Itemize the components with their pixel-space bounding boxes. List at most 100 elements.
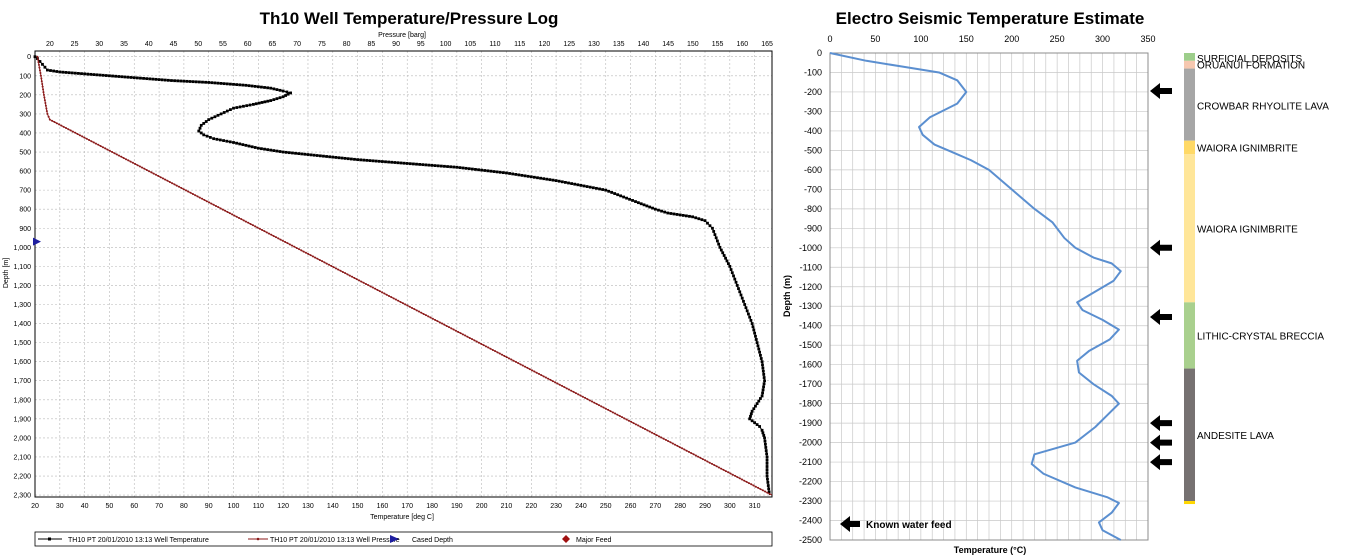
seismic-temperature-tick: 50: [870, 34, 880, 44]
temperature-point: [551, 178, 555, 182]
temperature-point: [166, 78, 170, 82]
well-log-title: Th10 Well Temperature/Pressure Log: [260, 9, 559, 28]
pressure-point: [644, 428, 647, 431]
temperature-tick-label: 220: [525, 503, 537, 510]
temperature-point: [536, 176, 539, 180]
pressure-point: [591, 400, 594, 403]
temperature-tick-label: 140: [327, 503, 339, 510]
pressure-point: [353, 276, 356, 279]
pressure-point: [706, 460, 709, 463]
pressure-point: [584, 396, 587, 399]
temperature-point: [254, 102, 258, 106]
pressure-point: [664, 438, 667, 441]
pressure-point: [38, 66, 41, 69]
electro-seismic-chart: Electro Seismic Temperature Estimate 0 50…: [782, 9, 1329, 555]
pressure-point: [39, 74, 42, 77]
pressure-point: [277, 237, 280, 240]
temperature-point: [765, 461, 769, 465]
temperature-point: [585, 185, 589, 188]
pressure-point: [491, 348, 494, 351]
pressure-point: [454, 329, 457, 332]
temperature-point: [523, 174, 527, 178]
seismic-depth-tick: -1800: [799, 399, 822, 409]
pressure-point: [697, 455, 700, 458]
pressure-point: [480, 342, 483, 345]
pressure-point: [577, 393, 580, 396]
depth-axis-label-right: Depth (m): [782, 275, 792, 317]
pressure-point: [364, 282, 367, 285]
pressure-point: [441, 322, 444, 325]
pressure-point: [214, 204, 217, 207]
temperature-point: [123, 75, 127, 79]
temperature-point: [765, 455, 769, 459]
pressure-point: [450, 327, 453, 330]
temperature-point: [284, 150, 288, 154]
pressure-tick-label: 165: [761, 41, 773, 48]
pressure-point: [152, 172, 155, 175]
temperature-tick-label: 110: [253, 503, 264, 510]
temperature-point: [452, 165, 456, 169]
pressure-point: [722, 468, 725, 471]
pressure-point: [351, 275, 354, 278]
temperature-point: [446, 165, 449, 168]
temperature-point: [760, 428, 764, 432]
temperature-tick-label: 120: [277, 503, 289, 510]
temperature-point: [719, 248, 723, 252]
pressure-point: [316, 257, 319, 260]
pressure-tick-label: 90: [392, 41, 400, 48]
pressure-point: [768, 492, 771, 495]
pressure-point: [298, 248, 301, 251]
depth-tick-label: 1,600: [13, 359, 31, 366]
pressure-point: [300, 249, 303, 252]
temperature-point: [675, 213, 679, 216]
temperature-point: [616, 193, 620, 197]
pressure-point: [58, 123, 61, 126]
temperature-point: [222, 82, 226, 86]
pressure-point: [404, 303, 407, 306]
temperature-point: [222, 111, 226, 114]
pressure-point: [242, 219, 245, 222]
pressure-point: [339, 269, 342, 272]
pressure-point: [309, 254, 312, 257]
pressure-point: [45, 107, 48, 110]
pressure-tick-label: 30: [95, 41, 103, 48]
temperature-point: [225, 139, 229, 143]
pressure-point: [482, 344, 485, 347]
temperature-point: [213, 81, 217, 85]
seismic-depth-tick: -600: [804, 165, 822, 175]
water-feed-arrows: [1150, 82, 1172, 471]
seismic-depth-tick: -2100: [799, 457, 822, 467]
temperature-point: [545, 177, 549, 181]
temperature-point: [697, 217, 701, 221]
pressure-point: [574, 392, 577, 395]
pressure-point: [288, 243, 291, 246]
depth-tick-label: 1,200: [13, 283, 31, 290]
temperature-point: [225, 109, 229, 113]
pressure-point: [422, 312, 425, 315]
pressure-point: [39, 72, 42, 75]
pressure-point: [358, 279, 361, 282]
pressure-point: [727, 471, 730, 474]
temperature-point: [711, 226, 714, 230]
pressure-tick-label: 125: [563, 41, 575, 48]
pressure-point: [434, 318, 437, 321]
pressure-tick-label: 105: [464, 41, 476, 48]
temperature-tick-label: 40: [81, 503, 89, 510]
formation-bar: [1184, 140, 1195, 155]
temperature-point: [142, 76, 145, 80]
temperature-point: [390, 160, 394, 164]
temperature-point: [315, 154, 319, 157]
seismic-depth-tick: -200: [804, 87, 822, 97]
pressure-point: [51, 119, 54, 122]
pressure-point: [55, 122, 58, 125]
temperature-point: [726, 262, 730, 266]
temperature-point: [393, 161, 397, 164]
pressure-tick-label: 150: [687, 41, 699, 48]
depth-tick-label: 2,200: [13, 474, 31, 481]
temperature-point: [761, 363, 764, 367]
pressure-point: [457, 330, 460, 333]
temperature-point: [199, 131, 203, 135]
pressure-point: [519, 363, 522, 366]
temperature-point: [216, 81, 220, 85]
temperature-point: [238, 105, 242, 109]
